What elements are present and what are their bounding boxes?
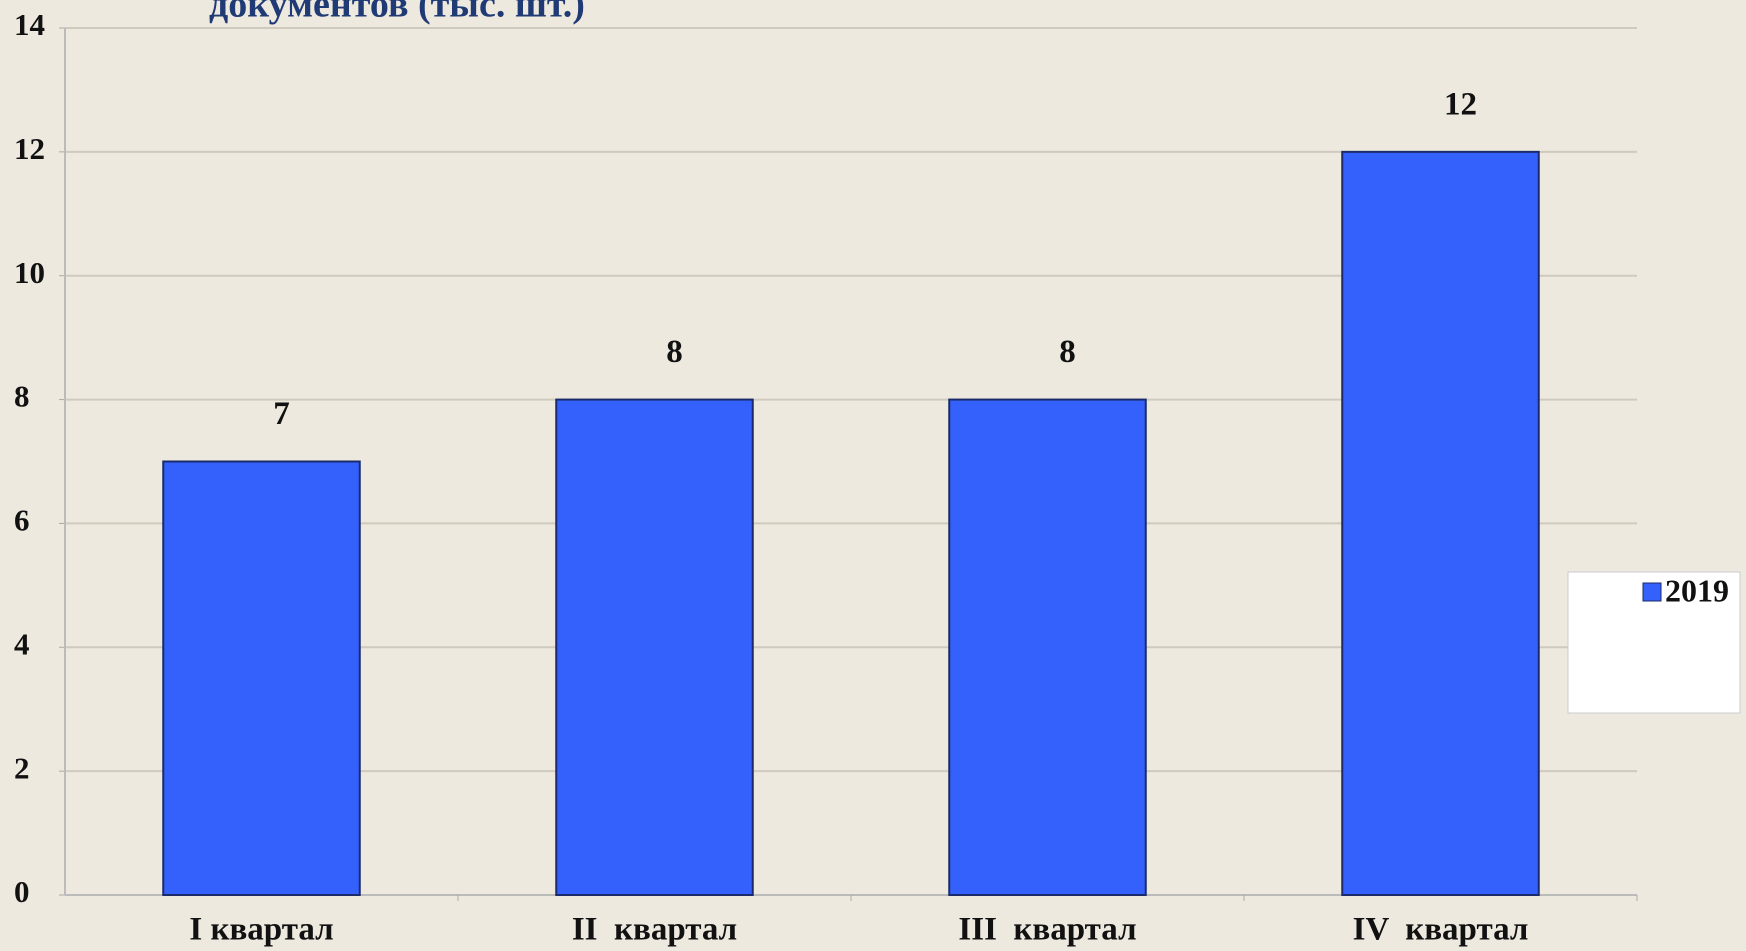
y-tick-label: 12	[14, 131, 45, 166]
y-tick-label: 0	[14, 874, 30, 909]
x-tick-label: II квартал	[572, 912, 737, 948]
data-label: 8	[1059, 334, 1076, 370]
chart-title: документов (тыс. шт.)	[209, 0, 585, 26]
bar	[948, 398, 1147, 896]
y-tick-label: 2	[14, 750, 30, 785]
x-tick-label: III квартал	[958, 912, 1136, 948]
legend-label: 2019	[1665, 572, 1729, 608]
y-tick-label: 4	[14, 626, 30, 661]
data-label: 8	[666, 334, 683, 370]
y-tick-label: 14	[14, 7, 45, 42]
y-tick-label: 6	[14, 503, 30, 538]
data-label: 12	[1444, 86, 1477, 122]
data-label: 7	[273, 396, 290, 432]
x-tick-label: I квартал	[189, 912, 333, 948]
bar	[555, 398, 754, 896]
bar	[162, 460, 361, 896]
bar	[1341, 150, 1540, 897]
y-tick-label: 10	[14, 255, 45, 290]
x-tick-label: IV квартал	[1353, 912, 1529, 948]
legend-swatch	[1642, 582, 1662, 602]
y-tick-label: 8	[14, 379, 30, 414]
